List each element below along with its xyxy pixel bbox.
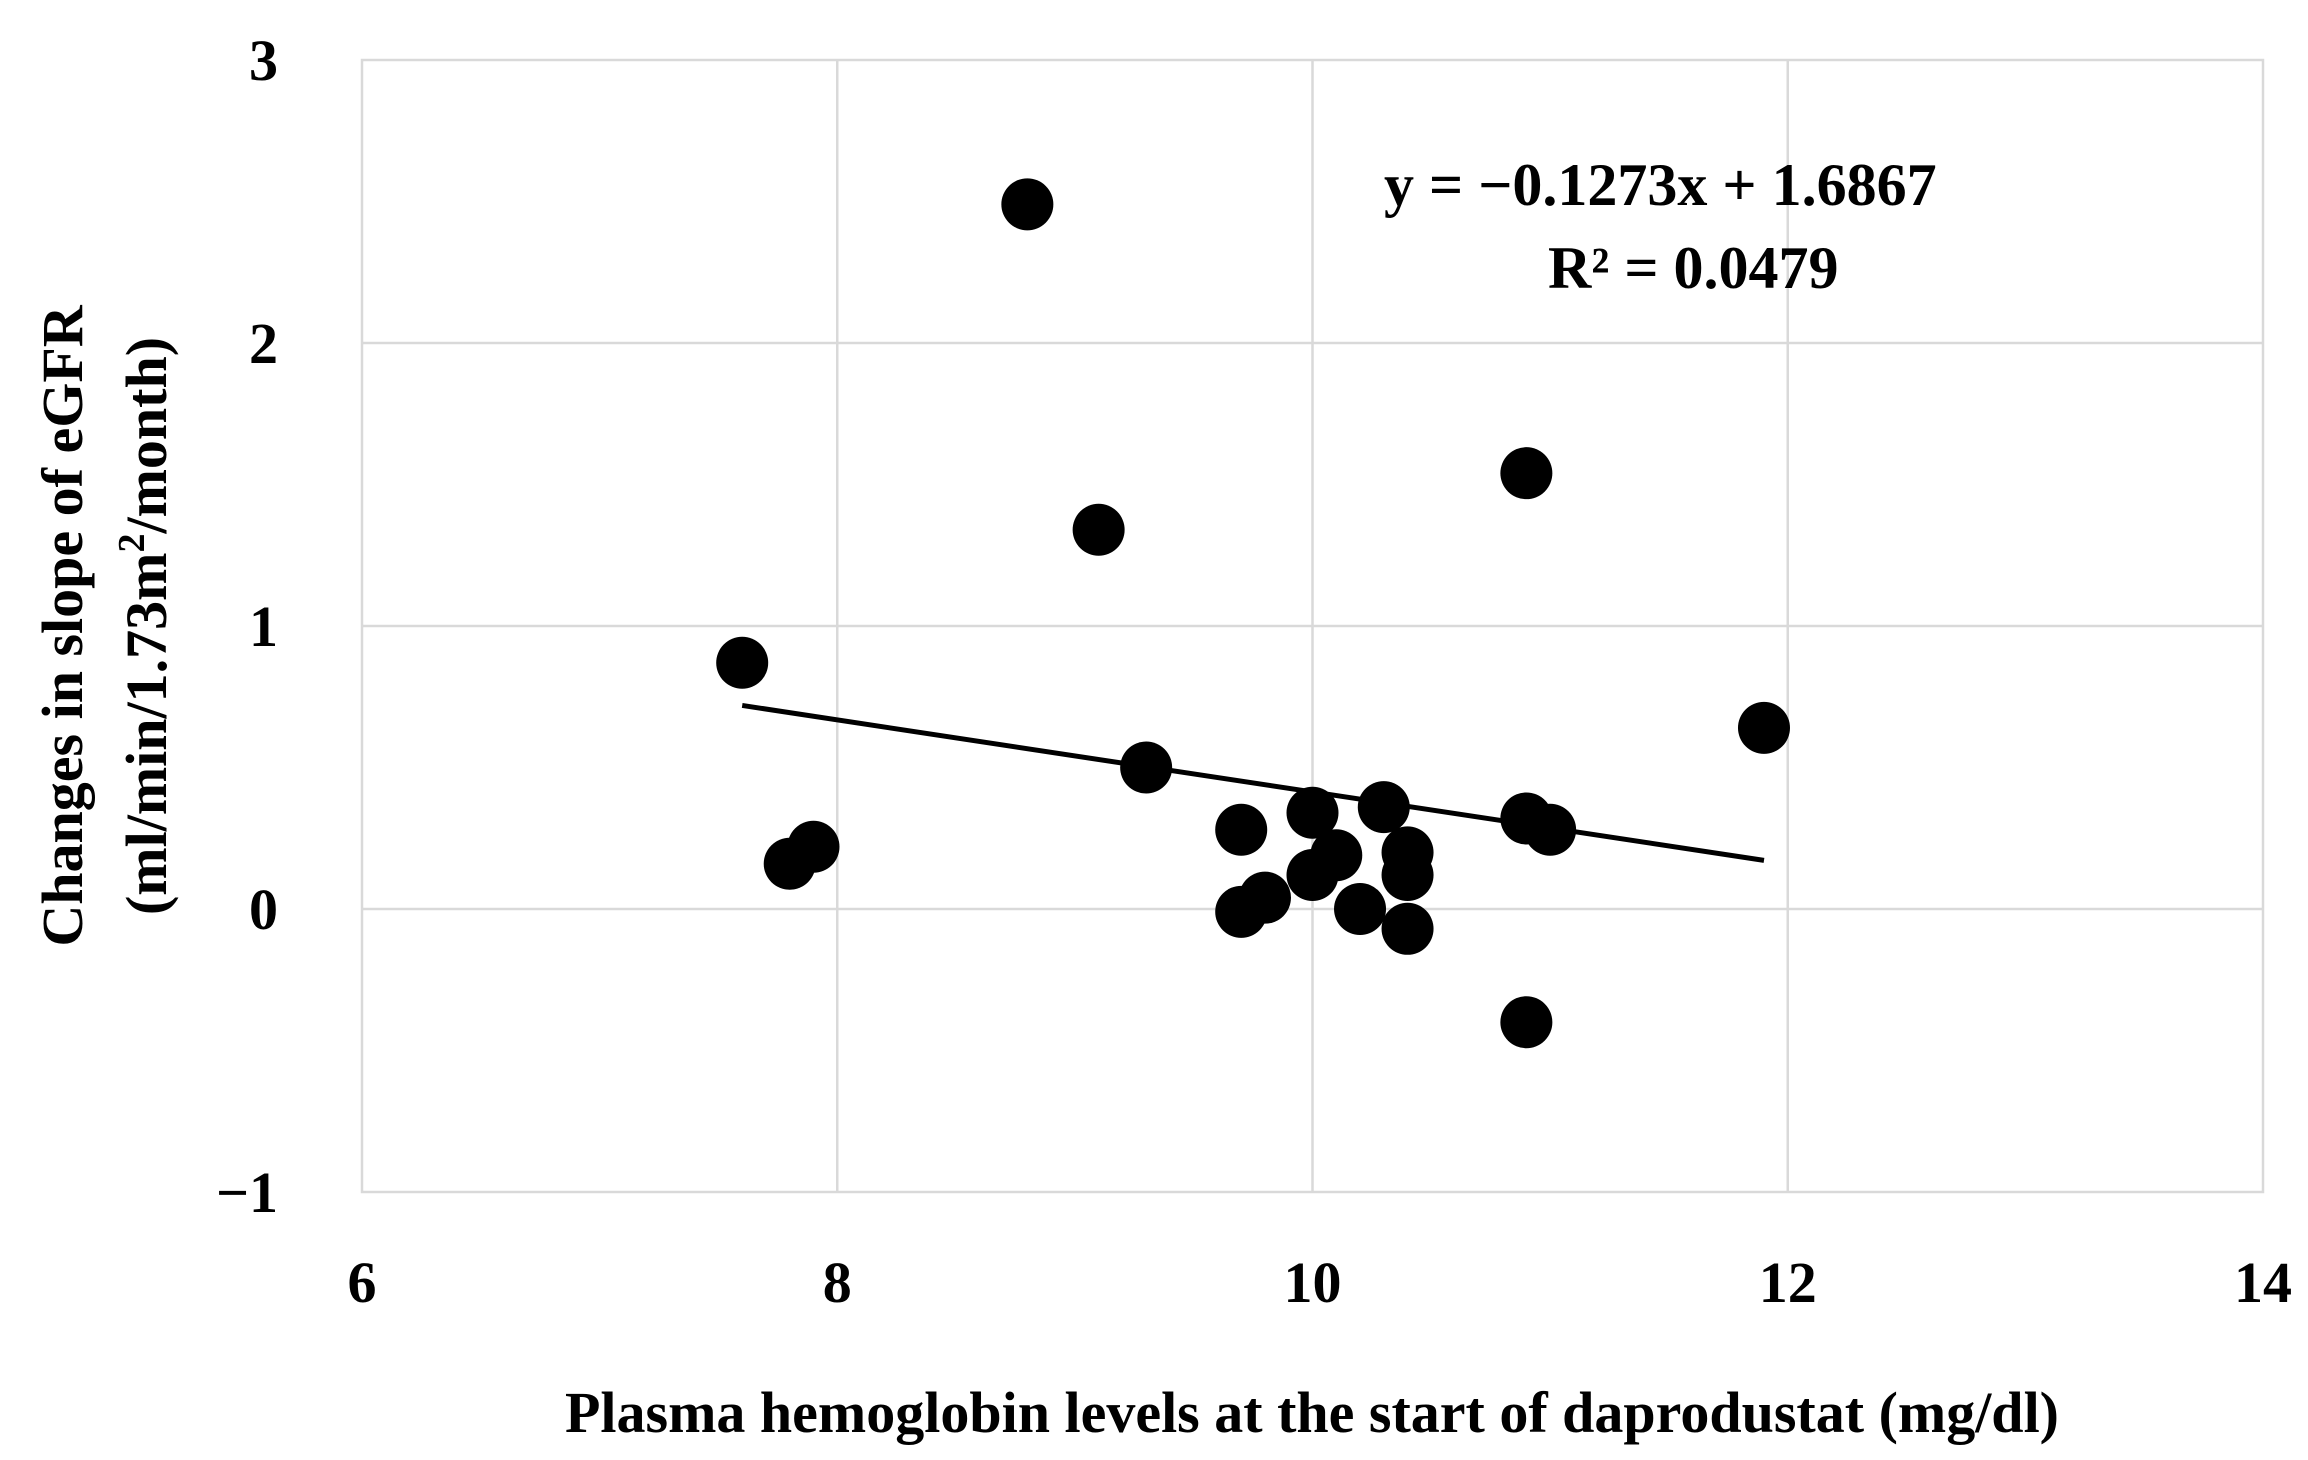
x-tick-label: 8 [823, 1250, 852, 1315]
data-point [1500, 447, 1553, 500]
plot-area [360, 58, 2265, 1194]
y-axis-title-line2: (ml/min/1.73m2/month) [111, 337, 179, 915]
regression-equation: y = −0.1273x + 1.6867 [1384, 152, 1937, 218]
data-point [1357, 781, 1410, 834]
y-tick-label: 0 [249, 877, 278, 942]
grid-layer [362, 60, 2263, 1192]
x-axis-ticks: 6 8 10 12 14 [348, 1250, 2293, 1315]
data-points [716, 178, 1790, 1049]
data-point [1072, 503, 1125, 556]
data-point [1381, 849, 1434, 902]
trendline-layer [741, 702, 1765, 863]
data-point [787, 820, 840, 873]
data-point [1737, 701, 1790, 754]
data-point [1120, 741, 1173, 794]
y-axis-ticks: −1 0 1 2 3 [216, 28, 278, 1225]
x-tick-label: 14 [2234, 1250, 2292, 1315]
data-point [1381, 902, 1434, 955]
y-axis-title-line1: Changes in slope of eGFR [30, 304, 95, 946]
data-point [716, 636, 769, 689]
y-tick-label: 2 [249, 311, 278, 376]
y-tick-label: −1 [216, 1160, 278, 1225]
data-point [1238, 871, 1291, 924]
y-axis-title-unit-part2: /month) [114, 337, 179, 535]
data-point [1286, 786, 1339, 839]
y-tick-label: 3 [249, 28, 278, 93]
trendline [741, 702, 1765, 863]
data-point [1310, 829, 1363, 882]
y-axis-title-unit-part1: (ml/min/1.73m [114, 553, 179, 915]
y-axis-title: Changes in slope of eGFR (ml/min/1.73m2/… [30, 304, 179, 946]
x-tick-label: 10 [1284, 1250, 1342, 1315]
data-point [1215, 803, 1268, 856]
data-point [1334, 883, 1387, 935]
y-tick-label: 1 [249, 594, 278, 659]
r-squared-label: R² = 0.0479 [1548, 235, 1839, 301]
data-point [1524, 803, 1577, 856]
x-tick-label: 12 [1759, 1250, 1817, 1315]
x-axis-title: Plasma hemoglobin levels at the start of… [565, 1380, 2059, 1445]
data-point [1001, 178, 1054, 231]
data-point [1500, 996, 1553, 1049]
y-axis-title-superscript: 2 [111, 534, 153, 553]
x-tick-label: 6 [348, 1250, 377, 1315]
